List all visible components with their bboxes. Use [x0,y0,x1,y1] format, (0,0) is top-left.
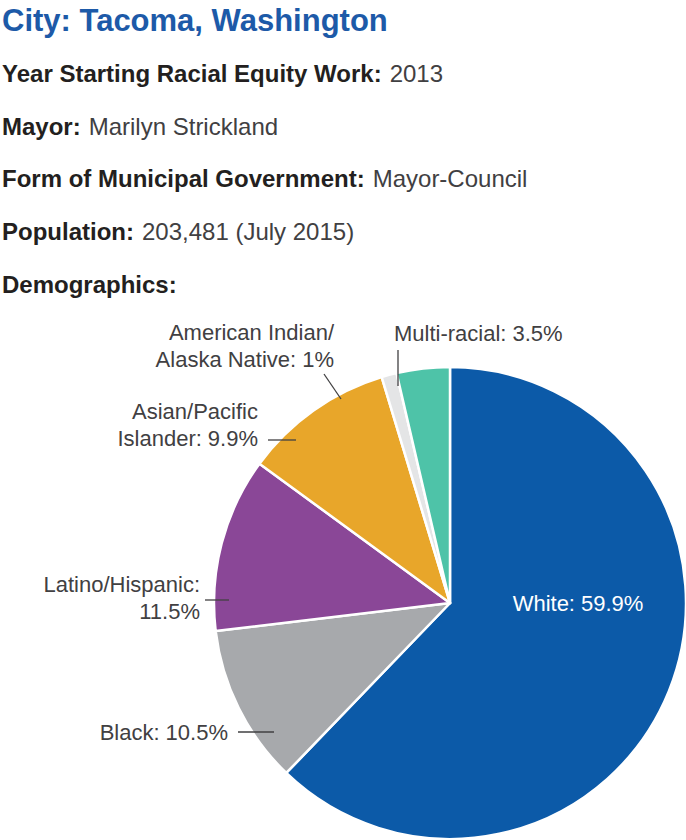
slice-label: Latino/Hispanic: [43,572,200,597]
slice-label: Alaska Native:1% [156,347,334,372]
slice-value: 3.5% [512,321,562,346]
slice-category: Latino/Hispanic: [43,572,200,597]
leader-line [397,350,398,386]
slice-label: Multi-racial:3.5% [394,321,563,346]
info-label: Year Starting Racial Equity Work: [2,60,382,87]
info-label: Mayor: [2,113,81,140]
slice-label: Black:10.5% [100,720,228,745]
pie-slice [216,603,450,773]
slice-category: Asian/Pacific [132,399,258,424]
slice-label: Asian/Pacific [132,399,258,424]
info-line: Form of Municipal Government: Mayor-Counc… [2,165,527,192]
pie-slice [397,367,450,603]
leader-line [324,374,341,399]
slice-category: Alaska Native: [156,347,297,372]
labels: White:59.9% Black:10.5% Latino/Hispanic:11… [43,320,643,745]
slice-category: Islander: [117,426,201,451]
chart-title: Demographics: [2,271,177,298]
slice-value: 59.9% [581,591,643,616]
slice-value: 10.5% [166,720,228,745]
leader-line [268,439,296,440]
info-value: Marilyn Strickland [89,113,278,140]
info-label: Form of Municipal Government: [2,165,365,192]
slice-category: Multi-racial: [394,321,506,346]
info-label: Population: [2,218,134,245]
page: City: Tacoma, Washington Year Starting Ra… [0,0,686,840]
info-value: Mayor-Council [373,165,528,192]
slice-value: 11.5% [139,599,200,624]
leader-line [205,599,229,600]
slice-label: Islander: 9.9% [117,426,258,451]
slice-label: American Indian/ [169,320,335,345]
info-value: 203,481 (July 2015) [142,218,354,245]
info-line: Mayor: Marilyn Strickland [2,113,278,140]
slice-label: 11.5% [139,599,200,624]
leader-line [238,731,274,732]
info-line: Population: 203,481 (July 2015) [2,218,354,245]
city-title: City: Tacoma, Washington [2,3,388,38]
info-value: 2013 [390,60,443,87]
slice-value: 9.9% [208,426,258,451]
slice-category: American Indian/ [169,320,335,345]
slice-value: 1% [302,347,334,372]
slice-category: White: [513,591,575,616]
slice-category: Black: [100,720,160,745]
info-line: Year Starting Racial Equity Work: 2013 [2,60,443,87]
slice-label: White:59.9% [513,591,644,616]
pie [214,367,686,839]
